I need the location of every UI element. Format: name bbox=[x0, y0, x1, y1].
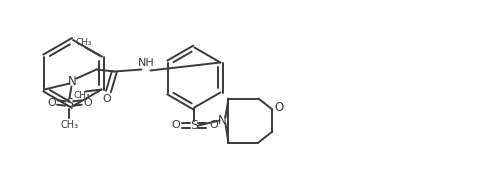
Text: CH₃: CH₃ bbox=[73, 91, 90, 100]
Text: O: O bbox=[83, 98, 92, 108]
Text: O: O bbox=[102, 94, 111, 104]
Text: O: O bbox=[209, 121, 218, 131]
Text: O: O bbox=[47, 98, 56, 108]
Text: S: S bbox=[65, 97, 74, 110]
Text: O: O bbox=[275, 101, 284, 114]
Text: S: S bbox=[190, 119, 199, 132]
Text: O: O bbox=[171, 121, 180, 131]
Text: CH₃: CH₃ bbox=[60, 119, 79, 129]
Text: N: N bbox=[68, 75, 77, 88]
Text: N: N bbox=[218, 114, 227, 127]
Text: CH₃: CH₃ bbox=[75, 38, 92, 47]
Text: NH: NH bbox=[138, 58, 155, 68]
